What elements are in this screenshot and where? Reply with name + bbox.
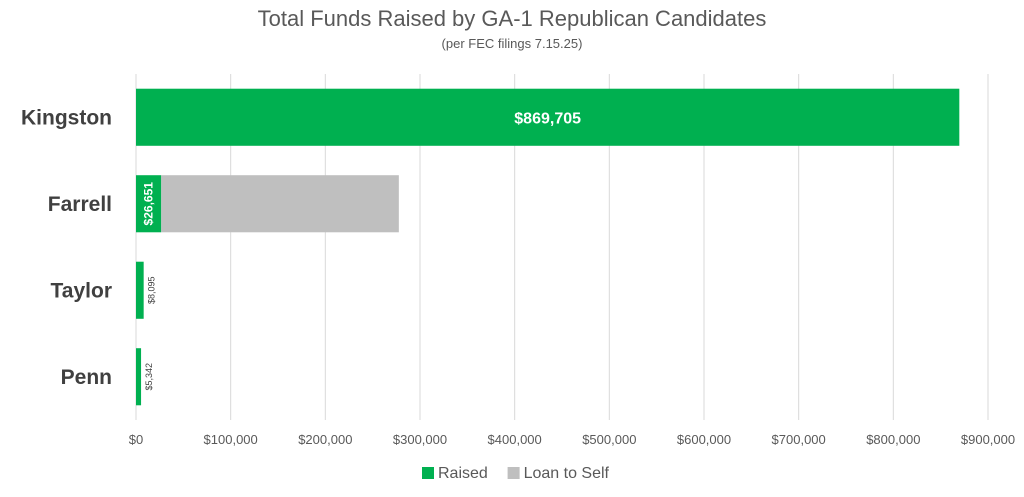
x-tick-label: $200,000 bbox=[298, 432, 352, 447]
category-label: Farrell bbox=[48, 193, 112, 216]
x-tick-label: $900,000 bbox=[961, 432, 1015, 447]
category-label: Kingston bbox=[21, 106, 112, 129]
bar-raised bbox=[136, 261, 144, 319]
x-tick-label: $400,000 bbox=[488, 432, 542, 447]
x-tick-label: $800,000 bbox=[866, 432, 920, 447]
x-tick-label: $100,000 bbox=[204, 432, 258, 447]
legend-swatch bbox=[422, 467, 434, 479]
bar-raised bbox=[136, 175, 162, 233]
data-label: $5,342 bbox=[144, 363, 154, 391]
x-tick-label: $300,000 bbox=[393, 432, 447, 447]
legend-label: Loan to Self bbox=[524, 465, 610, 482]
bar-loan-to-self bbox=[161, 175, 399, 233]
legend-swatch bbox=[507, 467, 520, 479]
data-label: $8,095 bbox=[147, 276, 157, 304]
x-tick-label: $500,000 bbox=[582, 432, 636, 447]
category-label: Taylor bbox=[51, 279, 112, 302]
category-label: Penn bbox=[61, 366, 112, 389]
bar-raised bbox=[136, 88, 960, 146]
data-label: $26,651 bbox=[142, 182, 156, 226]
x-tick-label: $600,000 bbox=[677, 432, 731, 447]
chart-subtitle: (per FEC filings 7.15.25) bbox=[441, 36, 583, 51]
legend-label: Raised bbox=[438, 465, 488, 482]
data-label: $869,705 bbox=[514, 110, 581, 127]
x-tick-label: $700,000 bbox=[772, 432, 826, 447]
chart-title: Total Funds Raised by GA-1 Republican Ca… bbox=[257, 6, 767, 31]
x-tick-label: $0 bbox=[129, 432, 143, 447]
bar-raised bbox=[136, 348, 142, 406]
